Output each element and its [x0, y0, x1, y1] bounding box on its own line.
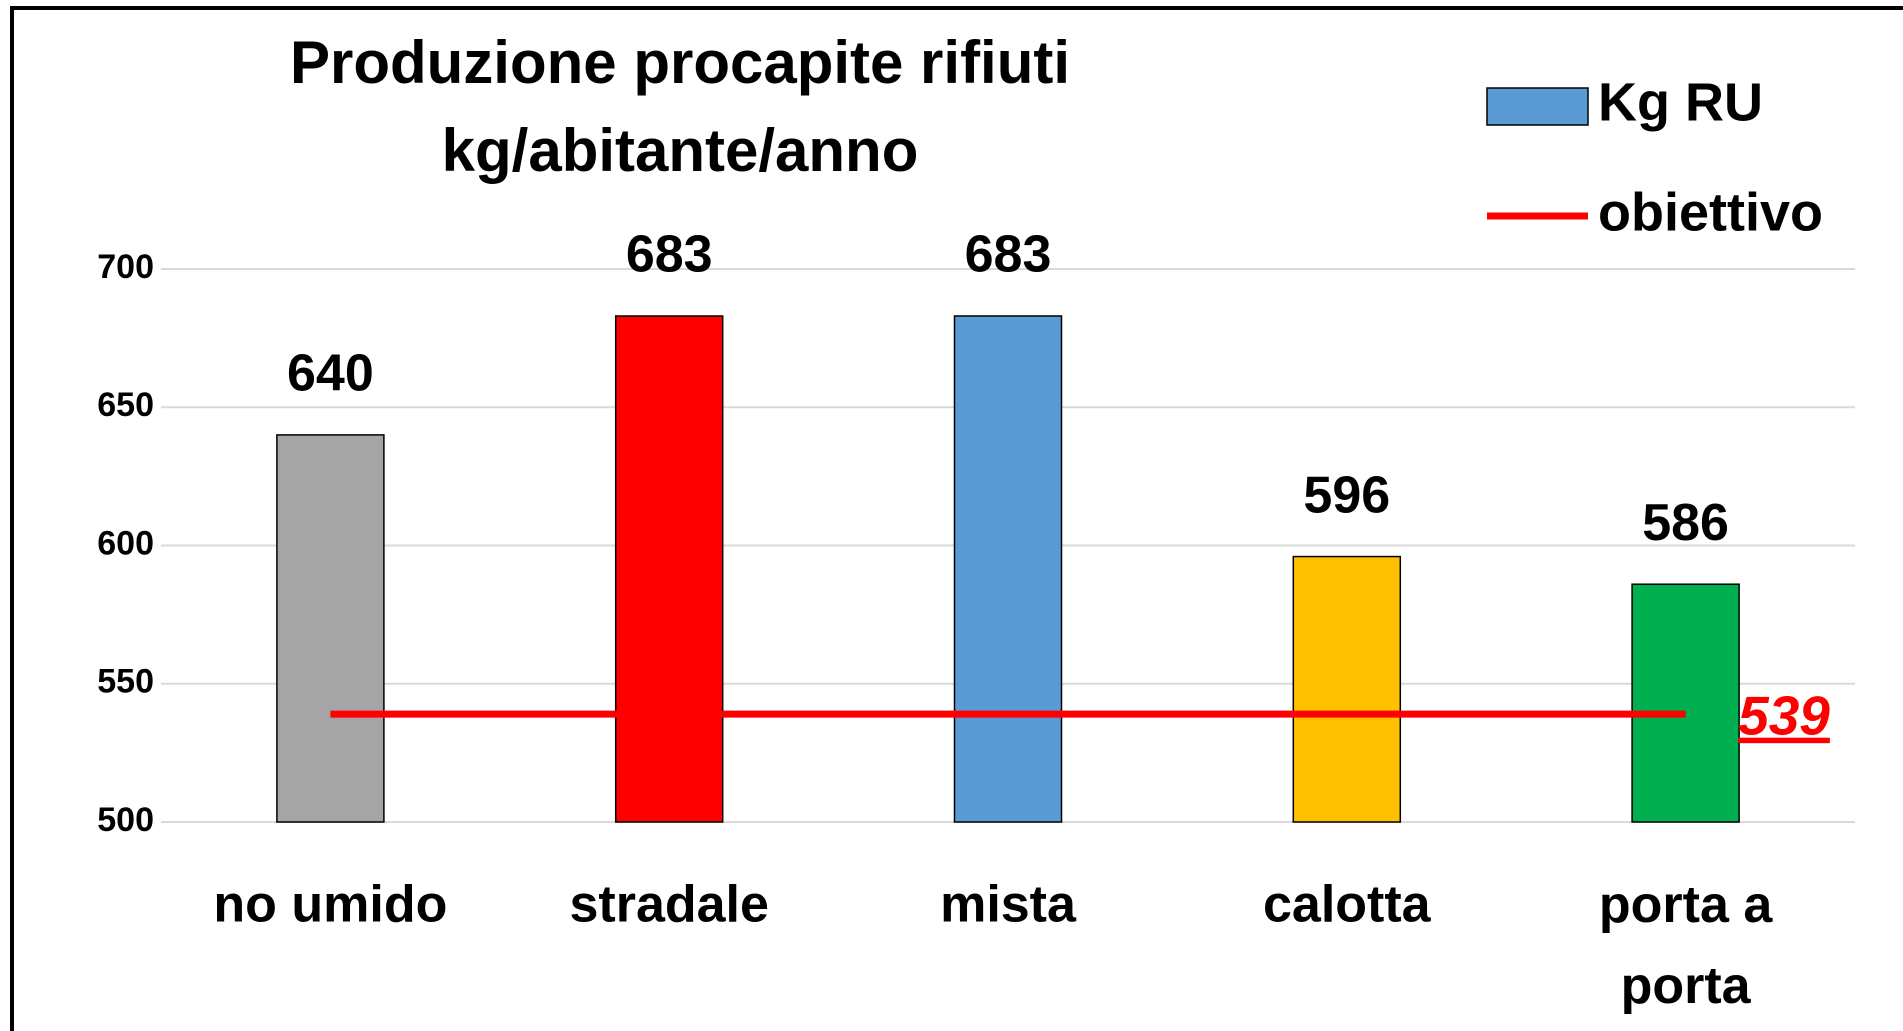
- chart-border: [10, 6, 1903, 1031]
- bar: [1292, 555, 1402, 823]
- data-label: 586: [1642, 494, 1729, 552]
- legend-label: Kg RU: [1598, 72, 1763, 132]
- x-tick-label: calotta: [1263, 876, 1432, 934]
- bar: [614, 315, 724, 823]
- y-tick-label: 500: [97, 801, 154, 839]
- data-label: 596: [1303, 466, 1390, 524]
- bar: [953, 315, 1063, 823]
- chart-title: Produzione procapite rifiuti: [290, 29, 1070, 96]
- data-label: 683: [965, 226, 1052, 284]
- y-tick-label: 600: [97, 524, 154, 562]
- legend-label: obiettivo: [1598, 182, 1823, 242]
- data-label: 683: [626, 226, 713, 284]
- x-tick-label: stradale: [569, 876, 768, 934]
- x-tick-label: porta a porta: [1599, 876, 1773, 1015]
- legend-swatch: [1486, 87, 1589, 126]
- bar: [1631, 583, 1740, 823]
- chart-title: kg/abitante/anno: [442, 117, 919, 184]
- y-tick-label: 650: [97, 386, 154, 424]
- data-label: 640: [287, 345, 374, 403]
- y-tick-label: 550: [97, 663, 154, 701]
- x-tick-label: mista: [940, 876, 1077, 934]
- x-tick-label: no umido: [213, 876, 447, 934]
- data-label: 539: [1738, 685, 1830, 747]
- y-tick-label: 700: [97, 248, 154, 286]
- bar: [276, 434, 385, 823]
